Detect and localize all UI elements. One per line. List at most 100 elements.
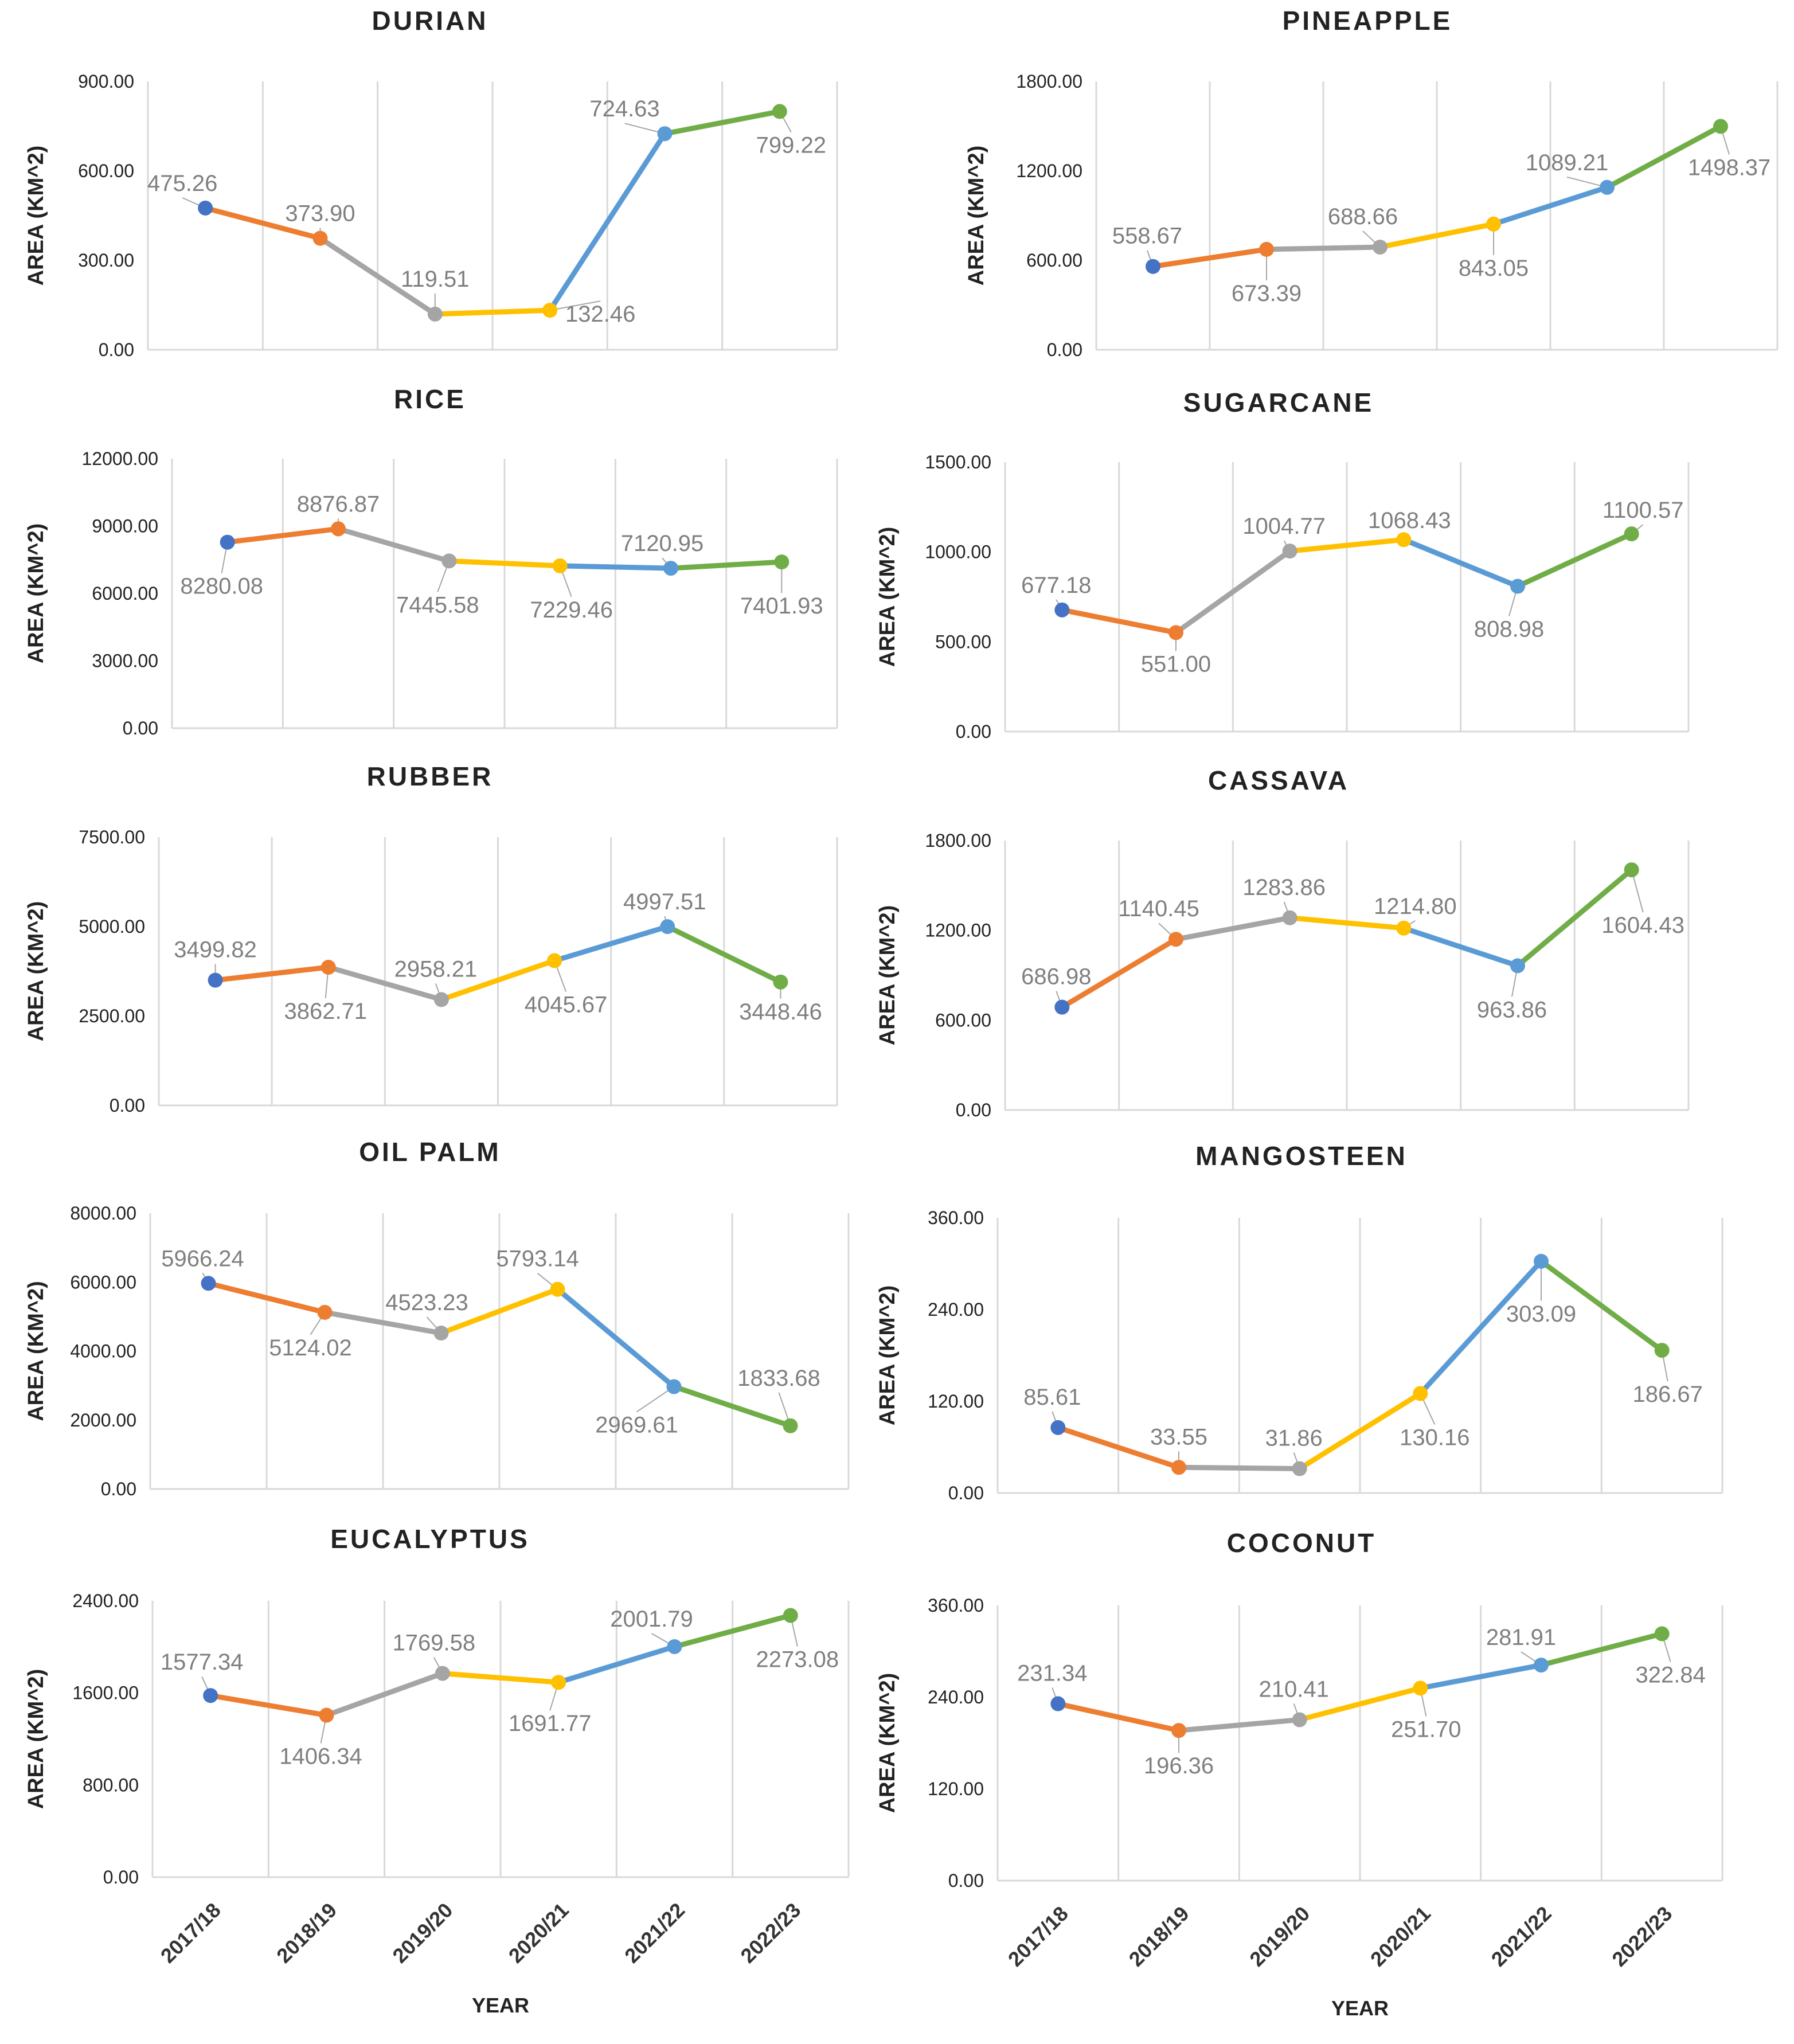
data-label: 7229.46 [530,597,613,623]
data-label: 132.46 [565,302,635,327]
data-point [203,1688,218,1703]
series-segment [1401,925,1521,968]
data-point [1146,259,1160,274]
chart-title: SUGARCANE [1183,388,1374,417]
data-point [1534,1253,1549,1269]
data-label: 210.41 [1258,1676,1328,1702]
data-point [220,534,235,550]
data-point [1168,625,1183,640]
y-axis-label: AREA (KM^2) [24,901,48,1042]
data-point [317,1304,333,1320]
series-segment [439,958,557,1002]
series-segment [672,1612,794,1650]
data-point [433,1326,449,1341]
y-tick-label: 0.00 [956,721,991,742]
data-point [1292,1461,1307,1476]
series-segment [432,307,553,317]
data-point [547,953,562,968]
data-point [319,1707,334,1723]
y-tick-label: 0.00 [1047,339,1082,360]
x-tick-label: 2021/22 [620,1898,689,1968]
data-point [1373,239,1387,255]
series-segment [1173,915,1293,942]
data-label: 1604.43 [1601,913,1684,938]
chart-coconut: COCONUT 0.00 120.00 240.00 360.00 AREA (KM^2)… [875,1528,1723,2020]
data-label: 196.36 [1144,1753,1214,1779]
series-segment [668,559,784,571]
data-label: 551.00 [1141,651,1211,677]
y-tick-label: 5000.00 [79,916,145,937]
data-label: 4997.51 [623,889,706,914]
data-point [331,521,346,537]
x-tick-label: 2018/19 [272,1898,341,1968]
y-axis-label: AREA (KM^2) [875,1285,900,1426]
x-tick-label: 2022/23 [1607,1902,1676,1971]
y-tick-label: 1500.00 [925,452,991,472]
data-label: 251.70 [1391,1717,1461,1742]
y-tick-label: 360.00 [928,1595,984,1616]
series-segment [335,526,452,564]
data-point [1282,544,1297,559]
y-axis-label: AREA (KM^2) [964,146,988,286]
data-label: 1004.77 [1242,514,1326,539]
data-point [1050,1420,1066,1435]
y-tick-label: 500.00 [935,631,991,652]
data-label: 4045.67 [525,992,608,1018]
series-segment [1417,1662,1544,1691]
data-label: 5966.24 [161,1246,244,1271]
label-leader-line [636,1386,675,1413]
y-axis-label: AREA (KM^2) [875,527,900,667]
y-axis-label: AREA (KM^2) [24,1281,48,1421]
series-segment [206,1280,327,1315]
data-label: 1833.68 [737,1366,820,1391]
data-label: 33.55 [1150,1424,1207,1449]
y-tick-label: 600.00 [78,161,134,181]
series-segment [1297,1685,1423,1722]
y-tick-label: 0.00 [101,1479,136,1499]
data-label: 5793.14 [496,1246,579,1272]
data-label: 843.05 [1459,256,1529,281]
series-segment [446,558,563,569]
data-label: 2273.08 [756,1647,839,1672]
y-tick-label: 0.00 [956,1100,991,1120]
series-segment [1059,607,1179,635]
data-point [550,1281,565,1297]
data-point [1510,579,1525,594]
data-label: 7401.93 [740,593,823,619]
series-segment [555,1287,677,1389]
data-point [1292,1712,1307,1728]
data-point [552,558,568,573]
data-point [433,992,449,1007]
series-segment [322,1310,444,1336]
y-tick-label: 600.00 [1026,250,1082,271]
data-point [1171,1723,1186,1738]
y-axis-label: AREA (KM^2) [875,1673,900,1814]
series-segment [326,964,444,1002]
series-segment [318,236,438,317]
y-tick-label: 300.00 [78,250,134,271]
y-axis-label: AREA (KM^2) [24,523,48,664]
data-label: 1769.58 [393,1631,476,1656]
series-segment [1055,1701,1182,1733]
data-label: 1406.34 [279,1744,362,1769]
y-axis-label: AREA (KM^2) [875,905,900,1046]
data-label: 1214.80 [1374,894,1457,919]
data-label: 7120.95 [621,531,704,556]
data-label: 2958.21 [394,956,478,982]
data-label: 1498.37 [1688,155,1771,180]
series-segment [208,1693,329,1718]
data-point [312,230,328,246]
data-label: 85.61 [1023,1385,1081,1410]
chart-mangosteen: MANGOSTEEN 0.00 120.00 240.00 360.00 AREA (KM… [875,1141,1723,1503]
y-tick-label: 2500.00 [79,1006,145,1026]
x-tick-label: 2019/20 [388,1898,457,1968]
x-tick-label: 2022/23 [736,1898,805,1968]
chart-title: COCONUT [1227,1528,1377,1558]
data-label: 5124.02 [269,1335,352,1361]
x-tick-label: 2017/18 [156,1898,225,1968]
data-label: 119.51 [401,267,469,292]
y-tick-label: 900.00 [78,71,134,92]
series-segment [1264,244,1383,252]
y-tick-label: 3000.00 [92,651,158,671]
